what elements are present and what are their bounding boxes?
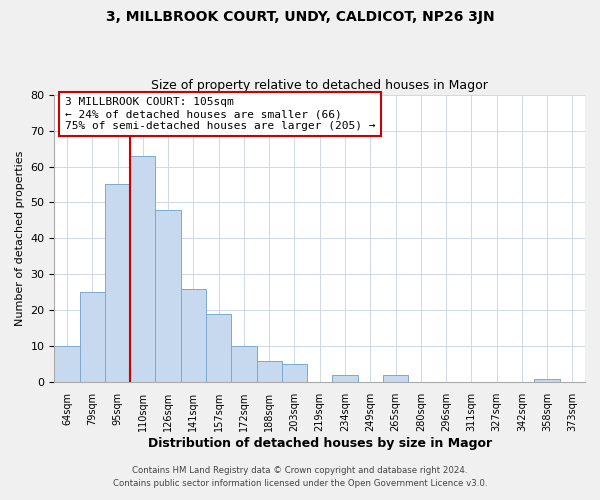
Y-axis label: Number of detached properties: Number of detached properties [15,151,25,326]
Text: 3, MILLBROOK COURT, UNDY, CALDICOT, NP26 3JN: 3, MILLBROOK COURT, UNDY, CALDICOT, NP26… [106,10,494,24]
Bar [206,314,231,382]
Bar [155,210,181,382]
Bar [383,375,408,382]
X-axis label: Distribution of detached houses by size in Magor: Distribution of detached houses by size … [148,437,492,450]
Title: Size of property relative to detached houses in Magor: Size of property relative to detached ho… [151,79,488,92]
Bar [55,346,80,382]
Bar [231,346,257,382]
Bar [105,184,130,382]
Bar [181,289,206,382]
Bar [130,156,155,382]
Bar [257,361,282,382]
Text: 3 MILLBROOK COURT: 105sqm
← 24% of detached houses are smaller (66)
75% of semi-: 3 MILLBROOK COURT: 105sqm ← 24% of detac… [65,98,376,130]
Bar [332,375,358,382]
Text: Contains HM Land Registry data © Crown copyright and database right 2024.
Contai: Contains HM Land Registry data © Crown c… [113,466,487,487]
Bar [80,292,105,382]
Bar [535,378,560,382]
Bar [282,364,307,382]
